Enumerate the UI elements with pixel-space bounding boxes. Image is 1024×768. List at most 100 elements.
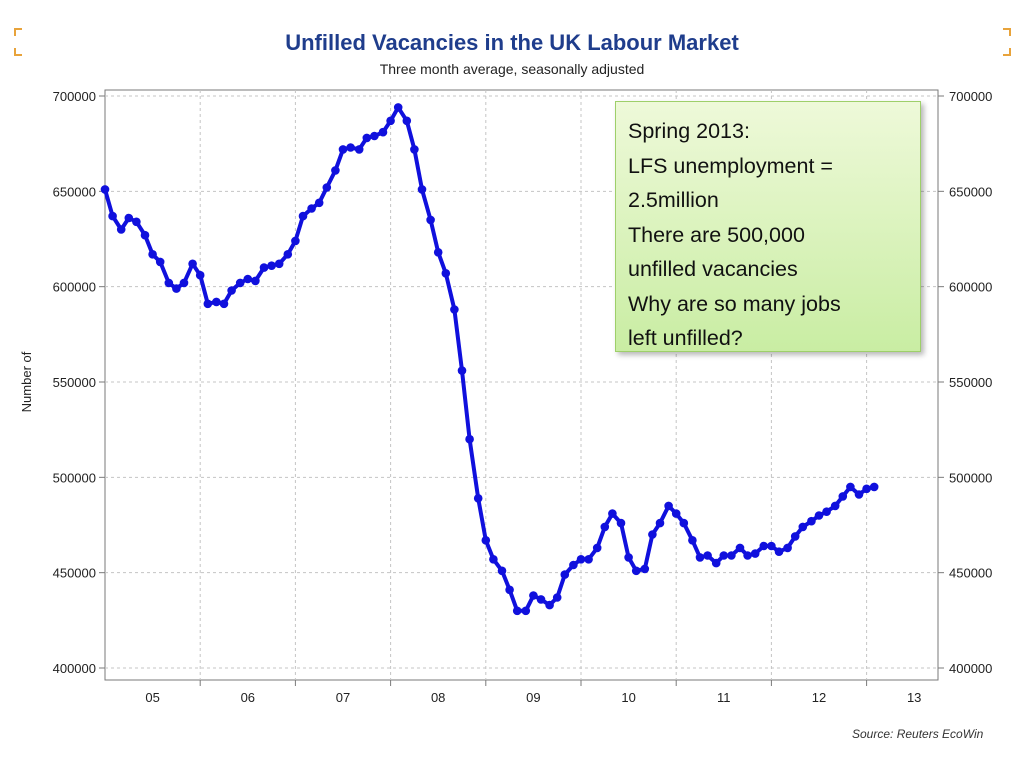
corner-accent-top-right [1003, 28, 1011, 36]
data-point [322, 183, 332, 192]
data-point [719, 551, 729, 560]
annotation-line: left unfilled? [628, 326, 743, 350]
data-point [132, 217, 141, 227]
data-point [584, 555, 593, 564]
data-point [155, 257, 165, 267]
left-y-tick-label: 500000 [53, 470, 96, 485]
x-tick-label: 05 [145, 690, 159, 705]
data-point [854, 490, 864, 499]
data-point [569, 560, 578, 570]
data-point [505, 585, 514, 595]
right-y-axis: 400000 450000 500000 550000 600000 650000 7000… [938, 89, 992, 676]
data-point [243, 274, 253, 284]
data-point [679, 518, 689, 528]
data-point [640, 564, 650, 574]
left-y-tick-label: 600000 [53, 280, 96, 295]
corner-accent-bottom-right [1003, 48, 1011, 56]
data-point [846, 482, 855, 492]
left-y-tick-label: 400000 [53, 661, 96, 676]
annotation-line: 2.5million [628, 188, 719, 212]
data-point [370, 131, 379, 141]
right-y-tick-label: 400000 [949, 661, 992, 676]
x-tick-label: 08 [431, 690, 445, 705]
data-point [378, 127, 388, 137]
data-point [743, 551, 752, 560]
data-point [251, 276, 260, 286]
data-point [655, 518, 665, 528]
x-tick-label: 13 [907, 690, 921, 705]
data-point [298, 211, 308, 221]
data-point [259, 263, 269, 272]
data-point [759, 541, 769, 551]
annotation-line: Why are so many jobs [628, 291, 841, 316]
left-y-tick-label: 450000 [53, 566, 96, 581]
data-point [283, 250, 293, 259]
data-point [711, 558, 721, 568]
data-point [512, 606, 522, 616]
data-point [179, 278, 189, 288]
data-point [235, 278, 245, 288]
right-y-tick-label: 700000 [949, 89, 992, 104]
left-y-tick-label: 700000 [53, 89, 96, 104]
data-point [433, 248, 443, 257]
data-point [386, 116, 395, 126]
data-point [291, 236, 300, 246]
y-axis-title: Number of [19, 351, 34, 412]
x-tick-label: 06 [241, 690, 255, 705]
data-point [362, 133, 372, 143]
data-point [465, 434, 474, 444]
data-point [783, 543, 792, 553]
x-tick-label: 07 [336, 690, 350, 705]
data-point [402, 116, 412, 126]
data-point [536, 595, 546, 604]
right-y-tick-label: 550000 [949, 375, 992, 390]
data-point [124, 213, 134, 223]
x-axis: 05 06 07 08 09 10 11 12 13 [145, 680, 921, 705]
data-point [798, 522, 808, 532]
left-y-tick-label: 550000 [53, 375, 96, 390]
data-point [774, 547, 784, 556]
data-point [790, 532, 800, 541]
data-point [212, 297, 221, 307]
data-point [172, 284, 181, 293]
x-tick-label: 12 [812, 690, 826, 705]
data-point [631, 566, 641, 576]
data-point [426, 215, 435, 225]
corner-accent-bottom-left [14, 48, 22, 56]
data-point [148, 250, 157, 259]
right-y-tick-label: 600000 [949, 280, 992, 295]
left-y-tick-label: 650000 [53, 184, 96, 199]
data-point [450, 305, 459, 314]
data-point [869, 482, 879, 492]
data-point [267, 261, 276, 271]
data-point [331, 166, 340, 175]
data-point [862, 484, 871, 494]
annotation-line: unfilled vacancies [628, 257, 798, 281]
right-y-tick-label: 650000 [949, 184, 992, 199]
data-point [529, 591, 538, 600]
data-point [767, 541, 776, 551]
data-point [727, 551, 736, 560]
data-point [481, 536, 491, 545]
data-point [608, 509, 617, 518]
data-point [203, 299, 213, 309]
data-point [354, 145, 364, 154]
grid-lines [105, 90, 938, 680]
right-y-tick-label: 450000 [949, 566, 992, 581]
data-point [807, 516, 816, 526]
data-point [624, 553, 633, 562]
left-y-axis: 400000 450000 500000 550000 600000 650000 7000… [53, 89, 105, 676]
data-point [188, 259, 197, 269]
data-point [473, 494, 483, 503]
data-point [219, 299, 229, 309]
data-point [417, 185, 427, 194]
chart-subtitle: Three month average, seasonally adjusted [379, 61, 645, 77]
data-point [664, 501, 673, 511]
data-point [140, 230, 150, 240]
data-point [560, 570, 570, 579]
data-point [164, 278, 174, 288]
data-point [441, 269, 451, 278]
data-point [346, 143, 355, 152]
data-point [814, 511, 824, 520]
